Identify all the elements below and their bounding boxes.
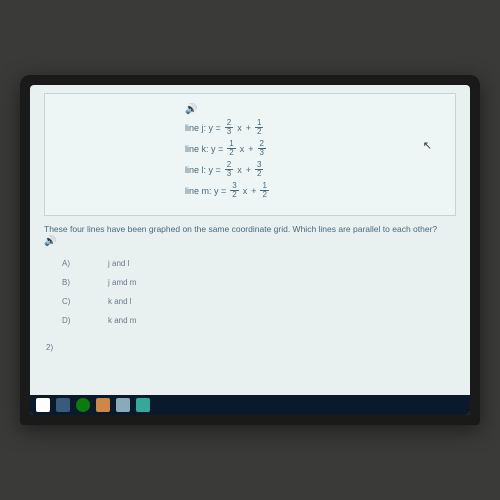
screen: 🔊 line j: y = 23 x + 12 line k: y = 12 x… [30, 85, 470, 415]
equation-box: 🔊 line j: y = 23 x + 12 line k: y = 12 x… [44, 93, 456, 216]
answer-text: j amd m [108, 278, 136, 287]
slope-fraction: 12 [227, 140, 235, 157]
x-var: x [240, 144, 245, 154]
eq-prefix: line j: y = [185, 123, 221, 133]
eq-prefix: line l: y = [185, 165, 221, 175]
slope-fraction: 23 [225, 161, 233, 178]
equation-line-j: line j: y = 23 x + 12 [185, 119, 445, 136]
intercept-fraction: 23 [258, 140, 266, 157]
equation-line-l: line l: y = 23 x + 32 [185, 161, 445, 178]
taskbar-app-icon[interactable] [96, 398, 110, 412]
answer-text: k and l [108, 297, 132, 306]
photo-frame: 🔊 line j: y = 23 x + 12 line k: y = 12 x… [0, 0, 500, 500]
start-button-icon[interactable] [36, 398, 50, 412]
answer-a[interactable]: A) j and l [62, 259, 456, 268]
x-var: x [237, 165, 242, 175]
equation-line-m: line m: y = 32 x + 12 [185, 182, 445, 199]
answer-c[interactable]: C) k and l [62, 297, 456, 306]
eq-prefix: line k: y = [185, 144, 223, 154]
answer-label: B) [62, 278, 78, 287]
op: + [251, 186, 256, 196]
op: + [248, 144, 253, 154]
slope-fraction: 23 [225, 119, 233, 136]
op: + [246, 123, 251, 133]
answer-d[interactable]: D) k and m [62, 316, 456, 325]
eq-prefix: line m: y = [185, 186, 226, 196]
question-text: These four lines have been graphed on th… [44, 224, 456, 234]
question-audio-icon[interactable]: 🔊 [44, 236, 456, 247]
audio-icon[interactable]: 🔊 [185, 104, 445, 115]
answer-text: j and l [108, 259, 129, 268]
answer-b[interactable]: B) j amd m [62, 278, 456, 287]
intercept-fraction: 12 [255, 119, 263, 136]
answer-label: A) [62, 259, 78, 268]
page-content: 🔊 line j: y = 23 x + 12 line k: y = 12 x… [30, 85, 470, 360]
intercept-fraction: 32 [255, 161, 263, 178]
answer-text: k and m [108, 316, 136, 325]
question-number: 2) [46, 343, 456, 352]
taskbar-app-icon[interactable] [116, 398, 130, 412]
answer-label: C) [62, 297, 78, 306]
answer-choices: A) j and l B) j amd m C) k and l D) k an… [44, 259, 456, 325]
taskbar-app-icon[interactable] [136, 398, 150, 412]
x-var: x [243, 186, 248, 196]
x-var: x [237, 123, 242, 133]
intercept-fraction: 12 [260, 182, 268, 199]
slope-fraction: 32 [230, 182, 238, 199]
taskbar[interactable] [30, 395, 470, 415]
laptop-bezel: 🔊 line j: y = 23 x + 12 line k: y = 12 x… [20, 75, 480, 425]
op: + [246, 165, 251, 175]
taskbar-app-icon[interactable] [56, 398, 70, 412]
xbox-icon[interactable] [76, 398, 90, 412]
equation-line-k: line k: y = 12 x + 23 [185, 140, 445, 157]
answer-label: D) [62, 316, 78, 325]
